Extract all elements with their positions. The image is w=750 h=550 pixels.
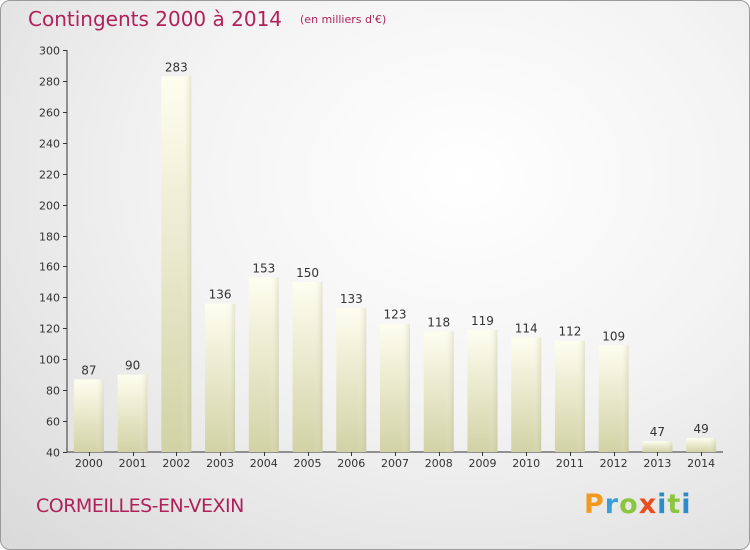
y-tick-label: 180: [39, 231, 60, 244]
y-tick-label: 160: [39, 261, 60, 274]
bar-shade-2013: [642, 441, 673, 452]
data-label-2006: 133: [340, 292, 363, 306]
y-tick-label: 100: [39, 354, 60, 367]
y-tick-label: 140: [39, 292, 60, 305]
x-tick-label-2011: 2011: [556, 457, 584, 470]
y-tick-label: 260: [39, 107, 60, 120]
y-tick-label: 80: [46, 385, 60, 398]
chart-bars: [73, 76, 717, 453]
data-label-2013: 47: [650, 425, 665, 439]
chart-labels: 87 2000 90 2001 283 2002 136 2003 153 2004 150 2005…: [75, 60, 715, 470]
x-tick-label-2004: 2004: [250, 457, 278, 470]
y-tick-label: 300: [39, 45, 60, 58]
data-label-2004: 153: [252, 261, 275, 275]
bar-shade-2010: [511, 337, 542, 452]
x-tick-label-2007: 2007: [381, 457, 409, 470]
bar-shade-2008: [423, 331, 454, 452]
data-label-2003: 136: [209, 288, 232, 302]
data-label-2009: 119: [471, 314, 494, 328]
bar-shade-2002: [161, 76, 192, 453]
x-tick-label-2013: 2013: [643, 457, 671, 470]
x-tick-label-2003: 2003: [206, 457, 234, 470]
x-tick-label-2005: 2005: [294, 457, 322, 470]
bar-shade-2006: [336, 308, 367, 452]
data-label-2008: 118: [427, 315, 450, 329]
data-label-2005: 150: [296, 266, 319, 280]
bar-shade-2005: [292, 281, 323, 452]
chart-title: Contingents 2000 à 2014 (en milliers d'€): [28, 7, 386, 31]
x-tick-label-2010: 2010: [512, 457, 540, 470]
data-label-2011: 112: [558, 325, 581, 339]
data-label-2001: 90: [125, 359, 140, 373]
data-label-2014: 49: [693, 422, 708, 436]
bar-shade-2007: [380, 323, 410, 452]
x-tick-label-2002: 2002: [162, 457, 190, 470]
data-label-2007: 123: [384, 308, 407, 322]
bar-shade-2004: [248, 277, 279, 452]
data-label-2010: 114: [515, 322, 538, 336]
bar-shade-2000: [73, 379, 104, 452]
bar-shade-2014: [686, 438, 717, 452]
y-tick-label: 280: [39, 76, 60, 89]
y-tick-label: 40: [46, 447, 60, 460]
bar-shade-2011: [554, 340, 585, 452]
bar-shade-2003: [205, 303, 236, 452]
y-tick-label: 60: [46, 416, 60, 429]
data-label-2002: 283: [165, 60, 188, 74]
bar-shade-2001: [117, 374, 148, 452]
x-tick-label-2006: 2006: [337, 457, 365, 470]
y-tick-label: 220: [39, 169, 60, 182]
x-tick-label-2008: 2008: [425, 457, 453, 470]
y-tick-label: 200: [39, 200, 60, 213]
bar-shade-2009: [467, 329, 498, 452]
proxiti-logo[interactable]: Proxiti: [584, 489, 692, 520]
x-tick-label-2012: 2012: [600, 457, 628, 470]
data-label-2000: 87: [81, 363, 96, 377]
x-tick-label-2000: 2000: [75, 457, 103, 470]
x-tick-label-2009: 2009: [468, 457, 496, 470]
chart-unit: (en milliers d'€): [300, 13, 387, 26]
town-name: CORMEILLES-EN-VEXIN: [36, 495, 244, 517]
y-tick-label: 240: [39, 138, 60, 151]
bar-shade-2012: [598, 345, 629, 452]
chart-title-text: Contingents 2000 à 2014: [28, 7, 283, 31]
chart-axes: 40 60 80 100 120 140 160 180 200 220 240 260 280 300: [39, 45, 723, 460]
y-tick-label: 120: [39, 323, 60, 336]
x-tick-label-2001: 2001: [119, 457, 147, 470]
data-label-2012: 109: [602, 329, 625, 343]
x-tick-label-2014: 2014: [687, 457, 715, 470]
